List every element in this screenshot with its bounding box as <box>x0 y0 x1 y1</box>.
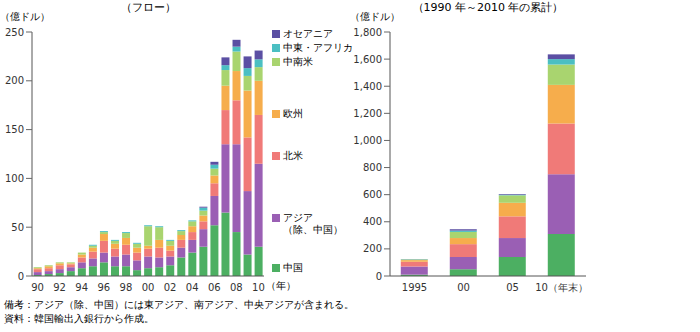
svg-text:200: 200 <box>8 75 24 86</box>
svg-text:1995: 1995 <box>402 282 427 293</box>
svg-text:00: 00 <box>142 282 155 293</box>
html-text:（億ドル）: （億ドル） <box>350 11 400 22</box>
svg-text:92: 92 <box>53 282 66 293</box>
svg-text:800: 800 <box>363 162 382 173</box>
svg-text:1,800: 1,800 <box>353 27 382 38</box>
svg-text:1,000: 1,000 <box>353 135 382 146</box>
html-text:オセアニア: オセアニア <box>283 28 333 39</box>
html-text:資料：韓国輸出入銀行から作成。: 資料：韓国輸出入銀行から作成。 <box>4 313 154 324</box>
svg-text:94: 94 <box>75 282 88 293</box>
svg-text:98: 98 <box>120 282 133 293</box>
html-text:（フロー）: （フロー） <box>120 1 176 14</box>
svg-text:00: 00 <box>457 282 470 293</box>
html-text:中東・アフリカ: 中東・アフリカ <box>283 42 353 53</box>
svg-text:400: 400 <box>363 216 382 227</box>
svg-text:0: 0 <box>376 271 382 282</box>
html-text:備考：アジア（除、中国）には東アジア、南アジア、中央アジアが: 備考：アジア（除、中国）には東アジア、南アジア、中央アジアが含まれる。 <box>4 299 354 310</box>
svg-text:600: 600 <box>363 189 382 200</box>
svg-text:05: 05 <box>506 282 519 293</box>
html-text:（年）: （年） <box>266 280 296 291</box>
html-text:北米: 北米 <box>283 150 303 161</box>
svg-text:04: 04 <box>186 282 199 293</box>
html-text:欧州: 欧州 <box>283 108 303 119</box>
svg-text:10: 10 <box>252 282 265 293</box>
html-text:アジア （除、中国）: アジア （除、中国） <box>283 212 343 235</box>
svg-text:1,600: 1,600 <box>353 54 382 65</box>
svg-text:02: 02 <box>164 282 177 293</box>
html-text:（億ドル）: （億ドル） <box>0 11 50 22</box>
svg-text:250: 250 <box>8 27 24 38</box>
svg-text:1,200: 1,200 <box>353 108 382 119</box>
svg-text:50: 50 <box>11 222 24 233</box>
svg-text:150: 150 <box>8 124 24 135</box>
svg-text:0: 0 <box>18 271 24 282</box>
svg-text:06: 06 <box>208 282 221 293</box>
svg-text:10（年末）: 10（年末） <box>535 282 588 293</box>
svg-text:100: 100 <box>8 173 24 184</box>
svg-text:08: 08 <box>230 282 243 293</box>
html-text:中南米: 中南米 <box>283 56 313 67</box>
html-text:（1990 年～2010 年の累計）: （1990 年～2010 年の累計） <box>412 1 564 14</box>
html-text:中国: 中国 <box>283 262 303 273</box>
svg-text:1,400: 1,400 <box>353 81 382 92</box>
svg-text:200: 200 <box>363 243 382 254</box>
svg-text:90: 90 <box>31 282 44 293</box>
svg-text:96: 96 <box>97 282 110 293</box>
